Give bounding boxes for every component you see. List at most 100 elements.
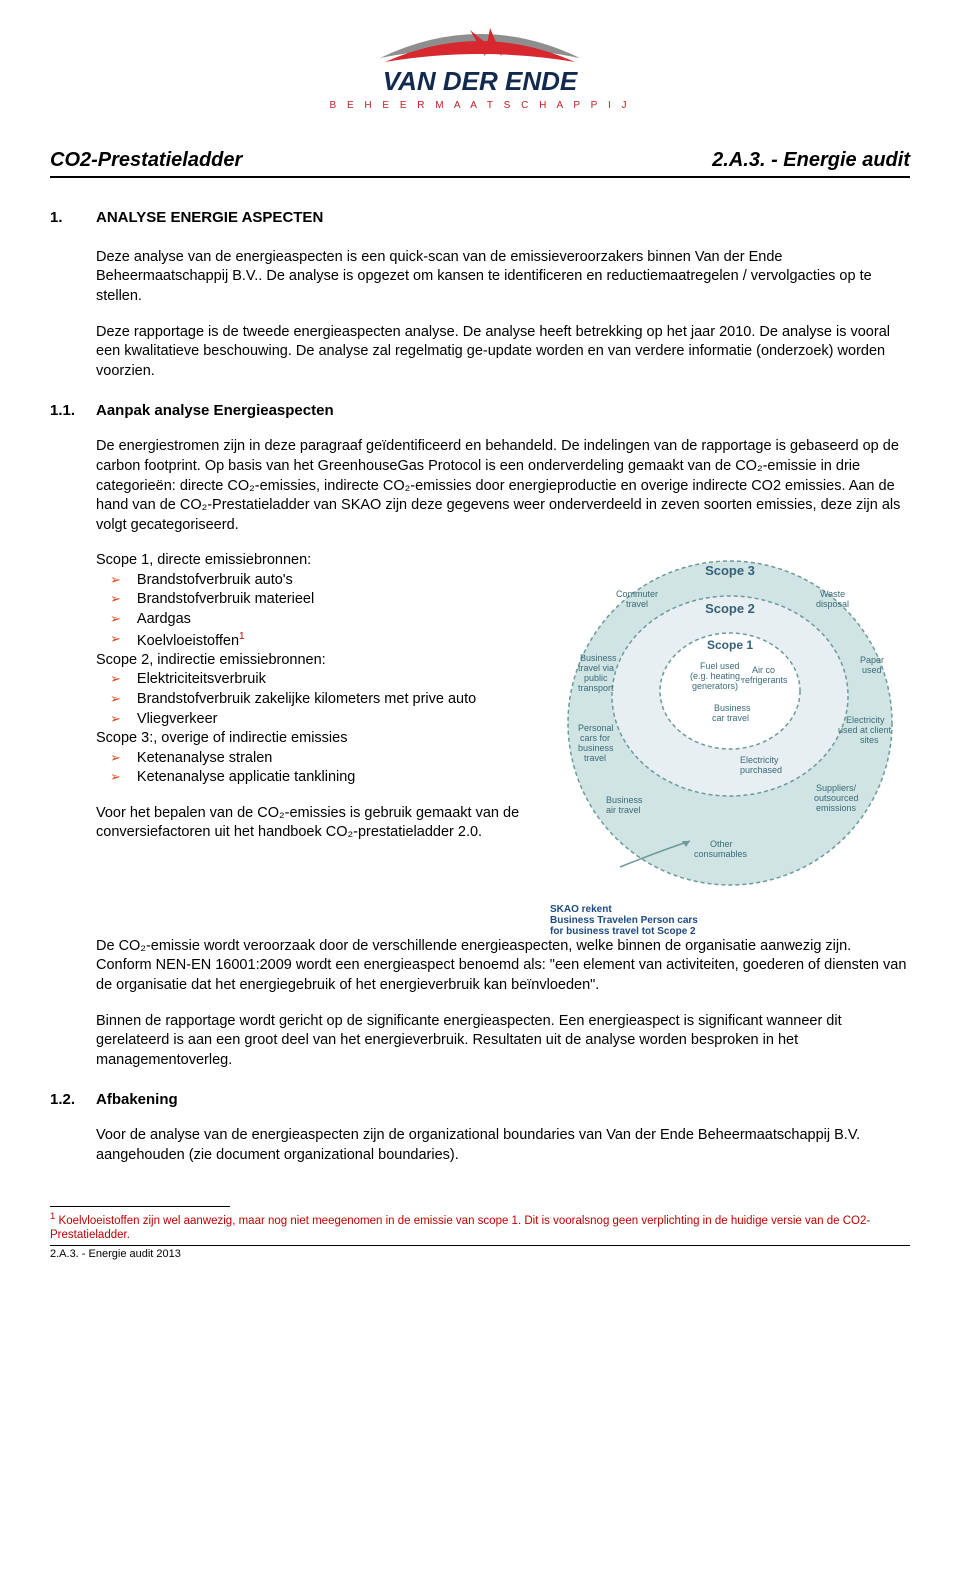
svg-text:cars for: cars for [580, 733, 610, 743]
scope2-item: ➢ Vliegverkeer [110, 710, 532, 730]
svg-text:Personal: Personal [578, 723, 614, 733]
company-logo: VAN DER ENDE B E H E E R M A A T S C H A… [330, 20, 630, 130]
svg-text:transport: transport [578, 683, 614, 693]
section-11-body: De energiestromen zijn in deze paragraaf… [96, 437, 910, 1070]
svg-text:Paper: Paper [860, 655, 884, 665]
svg-text:used: used [862, 665, 882, 675]
bullet-icon: ➢ [110, 690, 121, 708]
svg-text:Electricity: Electricity [740, 755, 779, 765]
bullet-icon: ➢ [110, 610, 121, 628]
svg-text:travel: travel [584, 753, 606, 763]
scope-diagram: Scope 3 Scope 2 Scope 1 Fuel used (e.g. … [550, 551, 910, 891]
svg-text:public: public [584, 673, 608, 683]
bullet-icon: ➢ [110, 590, 121, 608]
bullet-text: Ketenanalyse applicatie tanklining [137, 768, 355, 788]
bullet-icon: ➢ [110, 630, 121, 648]
bullet-text: Aardgas [137, 610, 191, 630]
svg-text:Electricity: Electricity [846, 715, 885, 725]
svg-text:sites: sites [860, 735, 879, 745]
footnote-separator [50, 1206, 230, 1207]
section-1-p1: Deze analyse van de energieaspecten is e… [96, 248, 910, 307]
section-11-p2: Voor het bepalen van de CO₂-emissies is … [96, 804, 532, 843]
scope2-item: ➢ Brandstofverbruik zakelijke kilometers … [110, 690, 532, 710]
svg-text:disposal: disposal [816, 599, 849, 609]
svg-text:Commuter: Commuter [616, 589, 658, 599]
section-1-p2: Deze rapportage is de tweede energieaspe… [96, 323, 910, 382]
bullet-icon: ➢ [110, 670, 121, 688]
scope2-item: ➢ Elektriciteitsverbruik [110, 670, 532, 690]
svg-text:air travel: air travel [606, 805, 641, 815]
bullet-icon: ➢ [110, 749, 121, 767]
section-12-num: 1.2. [50, 1090, 80, 1110]
svg-text:business: business [578, 743, 614, 753]
section-11-heading: 1.1. Aanpak analyse Energieaspecten [50, 401, 910, 421]
section-11-p4: Binnen de rapportage wordt gericht op de… [96, 1012, 910, 1071]
bullet-text: Elektriciteitsverbruik [137, 670, 266, 690]
bullet-icon: ➢ [110, 710, 121, 728]
section-11-p1: De energiestromen zijn in deze paragraaf… [96, 437, 910, 535]
scope1-label: Scope 1 [707, 638, 753, 652]
scope1-item: ➢ Aardgas [110, 610, 532, 630]
scope3-label: Scope 3 [705, 563, 755, 578]
svg-text:Business: Business [580, 653, 617, 663]
section-12-title: Afbakening [96, 1090, 178, 1110]
svg-text:VAN DER ENDE: VAN DER ENDE [383, 66, 578, 96]
scope2-label: Scope 2 [705, 601, 755, 616]
svg-text:refrigerants: refrigerants [742, 675, 788, 685]
header-left: CO2-Prestatieladder [50, 147, 242, 174]
svg-text:Waste: Waste [820, 589, 845, 599]
bullet-icon: ➢ [110, 571, 121, 589]
page-footer: 2.A.3. - Energie audit 2013 [50, 1245, 910, 1262]
bullet-text: Vliegverkeer [137, 710, 218, 730]
svg-text:B E H E E R M A A T S C H A P: B E H E E R M A A T S C H A P P I J [330, 100, 630, 111]
scope3-title: Scope 3:, overige of indirectie emissies [96, 729, 532, 749]
scope-diagram-wrap: Scope 3 Scope 2 Scope 1 Fuel used (e.g. … [550, 551, 910, 937]
header-right: 2.A.3. - Energie audit [712, 147, 910, 174]
scope1-item: ➢ Brandstofverbruik auto's [110, 571, 532, 591]
scope1-item: ➢ Brandstofverbruik materieel [110, 590, 532, 610]
svg-text:purchased: purchased [740, 765, 782, 775]
page-header: CO2-Prestatieladder 2.A.3. - Energie aud… [50, 147, 910, 178]
svg-text:used at client: used at client [838, 725, 892, 735]
bullet-text: Brandstofverbruik zakelijke kilometers m… [137, 690, 476, 710]
svg-text:emissions: emissions [816, 803, 857, 813]
svg-text:Business: Business [714, 703, 751, 713]
bullet-text: Koelvloeistoffen1 [137, 630, 245, 651]
svg-text:Air co: Air co [752, 665, 775, 675]
section-11-p3: De CO₂-emissie wordt veroorzaak door de … [96, 937, 910, 996]
scope2-title: Scope 2, indirectie emissiebronnen: [96, 651, 532, 671]
section-11-num: 1.1. [50, 401, 80, 421]
svg-text:Fuel used: Fuel used [700, 661, 740, 671]
section-1-body: Deze analyse van de energieaspecten is e… [96, 248, 910, 381]
scope3-item: ➢Ketenanalyse stralen [110, 749, 532, 769]
svg-text:travel via: travel via [578, 663, 614, 673]
scope3-item: ➢ Ketenanalyse applicatie tanklining [110, 768, 532, 788]
section-1-num: 1. [50, 208, 76, 228]
section-11-title: Aanpak analyse Energieaspecten [96, 401, 334, 421]
bullet-text: Brandstofverbruik materieel [137, 590, 314, 610]
scope1-title: Scope 1, directe emissiebronnen: [96, 551, 532, 571]
section-1-heading: 1. ANALYSE ENERGIE ASPECTEN [50, 208, 910, 228]
section-12-heading: 1.2. Afbakening [50, 1090, 910, 1110]
svg-text:car travel: car travel [712, 713, 749, 723]
svg-text:Other: Other [710, 839, 733, 849]
svg-text:(e.g. heating,: (e.g. heating, [690, 671, 743, 681]
svg-text:Suppliers/: Suppliers/ [816, 783, 857, 793]
svg-text:consumables: consumables [694, 849, 748, 859]
footnote-marker: 1 [239, 631, 245, 642]
section-12-p1: Voor de analyse van de energieaspecten z… [96, 1126, 910, 1165]
svg-text:outsourced: outsourced [814, 793, 859, 803]
section-12-body: Voor de analyse van de energieaspecten z… [96, 1126, 910, 1165]
diagram-caption: SKAO rekent Business Travelen Person car… [550, 904, 910, 937]
footnote-text: Koelvloeistoffen zijn wel aanwezig, maar… [50, 1214, 870, 1241]
section-1-title: ANALYSE ENERGIE ASPECTEN [96, 208, 323, 228]
svg-text:generators): generators) [692, 681, 738, 691]
scope-lists: Scope 1, directe emissiebronnen: ➢ Brands… [96, 551, 532, 859]
bullet-text: Brandstofverbruik auto's [137, 571, 293, 591]
svg-text:travel: travel [626, 599, 648, 609]
bullet-icon: ➢ [110, 768, 121, 786]
scope1-item: ➢ Koelvloeistoffen1 [110, 630, 532, 651]
footnote: 1 Koelvloeistoffen zijn wel aanwezig, ma… [50, 1211, 910, 1244]
scope-columns: Scope 1, directe emissiebronnen: ➢ Brands… [96, 551, 910, 937]
footnote-number: 1 [50, 1211, 55, 1222]
